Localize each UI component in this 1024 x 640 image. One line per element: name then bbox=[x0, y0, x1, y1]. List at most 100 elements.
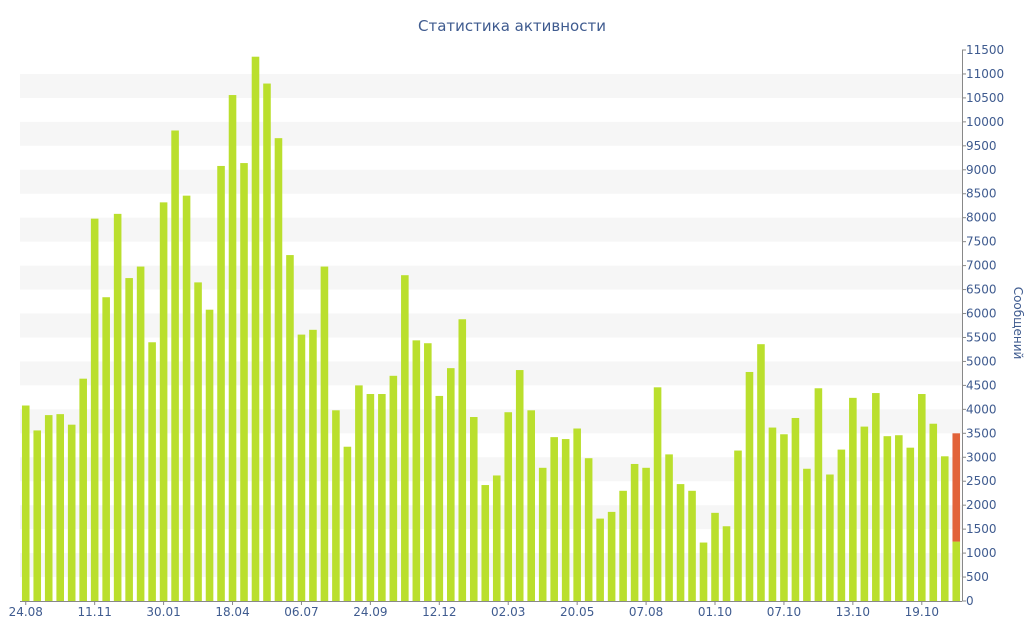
bar bbox=[56, 414, 64, 601]
y-tick-label: 10500 bbox=[966, 91, 1004, 105]
bar bbox=[883, 436, 892, 601]
x-tick-label: 06.07 bbox=[284, 605, 318, 619]
bar bbox=[768, 427, 777, 601]
y-tick-label: 4500 bbox=[966, 378, 997, 392]
x-ticks: 24.08 11.11 30.01 18.04 06.07 24.09 12.12 02.03… bbox=[9, 601, 939, 619]
x-tick-label: 01.10 bbox=[698, 605, 732, 619]
y-tick-label: 8500 bbox=[966, 187, 997, 201]
grid-band bbox=[20, 169, 962, 194]
bar bbox=[676, 484, 685, 601]
bar bbox=[791, 417, 800, 601]
x-tick-label: 20.05 bbox=[560, 605, 594, 619]
bar bbox=[343, 446, 352, 601]
y-tick-label: 1500 bbox=[966, 522, 997, 536]
y-tick-label: 6500 bbox=[966, 283, 997, 297]
bar bbox=[389, 375, 398, 601]
bar bbox=[803, 468, 811, 601]
bar bbox=[136, 266, 145, 601]
bar bbox=[665, 454, 673, 601]
bar bbox=[44, 415, 53, 601]
grid-band bbox=[20, 73, 962, 98]
bar bbox=[860, 426, 869, 601]
x-tick-label: 07.10 bbox=[767, 605, 801, 619]
bar bbox=[826, 474, 834, 601]
bar-current-segment bbox=[952, 433, 961, 542]
bar bbox=[780, 434, 788, 601]
bar bbox=[538, 467, 547, 601]
bar bbox=[401, 275, 409, 601]
bar bbox=[274, 138, 283, 601]
bar bbox=[481, 485, 490, 601]
x-tick-label: 18.04 bbox=[215, 605, 249, 619]
y-tick-label: 2000 bbox=[966, 498, 997, 512]
x-tick-label: 30.01 bbox=[146, 605, 180, 619]
bar bbox=[79, 378, 87, 601]
bar bbox=[895, 435, 903, 601]
bar bbox=[148, 342, 156, 601]
bar bbox=[67, 424, 76, 601]
bar bbox=[113, 213, 122, 601]
bar bbox=[814, 388, 823, 601]
bar bbox=[849, 397, 857, 601]
bar bbox=[228, 95, 237, 601]
bar bbox=[607, 511, 616, 601]
y-tick-label: 11000 bbox=[966, 67, 1004, 81]
bar bbox=[159, 202, 168, 602]
bar bbox=[550, 437, 558, 601]
bar bbox=[688, 490, 696, 601]
x-tick-label: 19.10 bbox=[905, 605, 939, 619]
bar bbox=[734, 450, 742, 601]
bar bbox=[906, 447, 915, 601]
bar bbox=[320, 266, 329, 601]
bar bbox=[240, 163, 248, 602]
bar bbox=[929, 423, 938, 601]
bar bbox=[469, 417, 478, 601]
bar bbox=[125, 278, 133, 601]
bar bbox=[757, 344, 765, 601]
bar bbox=[424, 343, 432, 601]
bar bbox=[21, 405, 30, 601]
y-ticks: 0 500 1000 1500 2000 2500 3000 3500 4000 4500 5000… bbox=[962, 43, 1004, 608]
y-tick-label: 10000 bbox=[966, 115, 1004, 129]
bar bbox=[504, 412, 513, 601]
bar bbox=[561, 439, 570, 601]
bar bbox=[492, 475, 501, 601]
bar bbox=[630, 463, 639, 601]
y-tick-label: 9500 bbox=[966, 139, 997, 153]
bar bbox=[205, 309, 214, 601]
bar bbox=[596, 518, 604, 601]
x-tick-label: 11.11 bbox=[77, 605, 111, 619]
bar bbox=[653, 387, 662, 601]
bar bbox=[940, 456, 949, 601]
bar bbox=[251, 56, 260, 601]
bar bbox=[194, 282, 202, 601]
bar bbox=[527, 410, 535, 601]
y-tick-label: 11500 bbox=[966, 43, 1004, 57]
bar bbox=[286, 255, 294, 602]
x-tick-label: 12.12 bbox=[422, 605, 456, 619]
y-tick-label: 1000 bbox=[966, 546, 997, 560]
chart-title: Статистика активности bbox=[418, 17, 606, 35]
x-tick-label: 24.08 bbox=[9, 605, 43, 619]
bar bbox=[745, 371, 754, 601]
bar bbox=[412, 340, 421, 601]
y-tick-label: 6000 bbox=[966, 307, 997, 321]
x-tick-label: 07.08 bbox=[629, 605, 663, 619]
x-tick-label: 13.10 bbox=[836, 605, 870, 619]
y-tick-label: 9000 bbox=[966, 163, 997, 177]
bar bbox=[355, 385, 363, 601]
bar bbox=[309, 329, 317, 601]
y-tick-label: 3000 bbox=[966, 450, 997, 464]
bar bbox=[918, 394, 926, 601]
y-tick-label: 3500 bbox=[966, 426, 997, 440]
bar bbox=[515, 370, 524, 601]
grid-band bbox=[20, 121, 962, 146]
y-tick-label: 0 bbox=[966, 594, 974, 608]
bar bbox=[263, 83, 271, 602]
bar bbox=[619, 490, 627, 601]
bar bbox=[642, 467, 650, 601]
y-tick-label: 7000 bbox=[966, 259, 997, 273]
bar bbox=[573, 428, 581, 601]
y-tick-label: 2500 bbox=[966, 474, 997, 488]
